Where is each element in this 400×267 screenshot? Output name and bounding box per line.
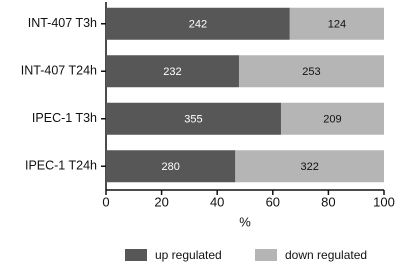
- legend-swatch: [255, 249, 277, 261]
- bar-segment: [289, 7, 384, 40]
- x-tick-label: 40: [210, 194, 224, 209]
- legend-label: down regulated: [285, 248, 367, 262]
- data-label: 209: [323, 114, 341, 126]
- x-axis-label: %: [239, 214, 251, 229]
- bar-segment: [106, 7, 290, 40]
- x-tick-label: 60: [266, 194, 280, 209]
- legend-label: up regulated: [155, 248, 222, 262]
- y-tick-label: IPEC-1 T3h: [32, 111, 97, 125]
- x-tick-label: 0: [102, 194, 109, 209]
- bar-segment: [238, 55, 384, 88]
- data-label: 242: [189, 19, 207, 31]
- data-label: 355: [184, 114, 202, 126]
- data-label: 124: [328, 19, 346, 31]
- x-tick-label: 80: [321, 194, 335, 209]
- data-label: 232: [163, 66, 181, 78]
- bar-segment: [106, 102, 281, 135]
- data-label: 322: [300, 161, 318, 173]
- y-tick-label: IPEC-1 T24h: [25, 159, 97, 173]
- y-tick-label: INT-407 T24h: [21, 64, 97, 78]
- x-tick-label: 20: [154, 194, 168, 209]
- bar-segment: [235, 150, 384, 183]
- data-label: 280: [161, 161, 179, 173]
- data-label: 253: [302, 66, 320, 78]
- bar-segment: [280, 102, 384, 135]
- bar-segment: [106, 55, 239, 88]
- x-tick-label: 100: [373, 194, 395, 209]
- bar-segment: [106, 150, 236, 183]
- legend-swatch: [125, 249, 147, 261]
- y-tick-label: INT-407 T3h: [28, 16, 97, 30]
